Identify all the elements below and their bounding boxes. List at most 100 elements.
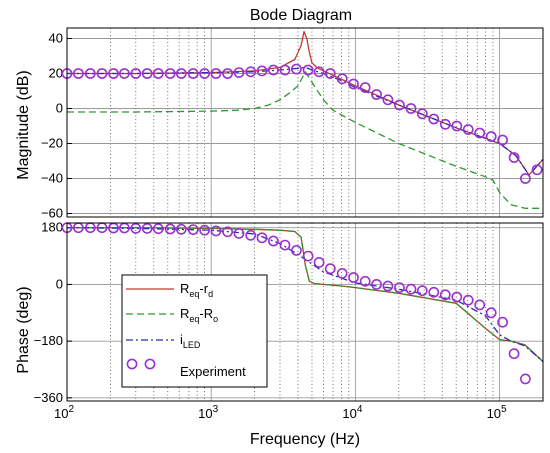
plot-area xyxy=(67,28,543,217)
experiment-point xyxy=(199,68,210,79)
chart-title: Bode Diagram xyxy=(250,7,352,24)
experiment-point xyxy=(130,222,142,234)
experiment-point xyxy=(290,63,302,75)
y-tick-label: −360 xyxy=(34,390,63,405)
experiment-point xyxy=(336,267,348,279)
experiment-point xyxy=(531,164,543,176)
experiment-point xyxy=(152,68,164,79)
x-tick-label: 105 xyxy=(487,404,507,421)
experiment-point xyxy=(187,224,199,235)
experiment-point xyxy=(405,103,417,114)
experiment-point xyxy=(175,68,187,79)
experiment-point xyxy=(359,82,371,93)
experiment-point xyxy=(497,316,508,328)
experiment-point xyxy=(302,64,314,76)
experiment-point xyxy=(451,291,463,303)
y-tick-label: −60 xyxy=(41,206,63,221)
experiment-point xyxy=(474,299,486,311)
experiment-point xyxy=(267,64,279,76)
y-tick-label: 20 xyxy=(49,66,63,81)
experiment-point xyxy=(348,272,359,283)
y-tick-label: 0 xyxy=(56,101,63,116)
plot-frame xyxy=(66,27,544,218)
y-tick-label: −180 xyxy=(34,333,63,348)
experiment-point xyxy=(245,229,257,241)
x-tick-label: 102 xyxy=(54,404,74,421)
experiment-point xyxy=(187,68,199,79)
y-tick-label: −20 xyxy=(41,136,63,151)
experiment-point xyxy=(462,124,474,135)
experiment-point xyxy=(130,68,142,79)
experiment-point xyxy=(497,134,508,146)
legend-label-red: Req-rd xyxy=(180,281,213,299)
experiment-point xyxy=(348,78,359,90)
experiment-point xyxy=(279,239,291,251)
series-line-green xyxy=(67,71,543,209)
experiment-point xyxy=(222,226,233,238)
experiment-point xyxy=(141,222,153,234)
experiment-point xyxy=(152,223,164,235)
experiment-point xyxy=(382,94,394,106)
legend-box xyxy=(121,274,268,388)
experiment-point xyxy=(520,373,531,385)
experiment-point xyxy=(508,348,520,360)
experiment-point xyxy=(302,250,314,262)
experiment-point xyxy=(164,68,176,79)
experiment-point xyxy=(405,283,417,295)
experiment-point xyxy=(233,227,245,239)
experiment-point xyxy=(371,278,382,290)
experiment-point xyxy=(451,120,463,132)
experiment-point xyxy=(439,118,451,130)
x-tick-label: 104 xyxy=(342,404,362,421)
experiment-point xyxy=(428,286,440,298)
experiment-point xyxy=(313,66,325,78)
legend-marker-experiment xyxy=(126,358,138,370)
y-tick-label: 0 xyxy=(56,276,63,291)
x-tick-label: 103 xyxy=(198,404,218,421)
legend-label-green: Req-Ro xyxy=(180,306,218,324)
experiment-point xyxy=(485,307,497,319)
experiment-point xyxy=(474,127,486,139)
magnitude-axis-label: Magnitude (dB) xyxy=(15,70,32,179)
experiment-point xyxy=(84,68,96,79)
experiment-point xyxy=(222,68,233,79)
plot-frame xyxy=(66,222,544,402)
experiment-point xyxy=(119,68,130,79)
experiment-point xyxy=(199,224,210,236)
experiment-point xyxy=(336,73,348,85)
experiment-point xyxy=(290,244,302,256)
experiment-point xyxy=(485,131,497,142)
experiment-point xyxy=(393,282,405,293)
experiment-point xyxy=(96,68,108,79)
legend: Req-rd Req-Ro iLED Experiment xyxy=(121,274,268,388)
experiment-point xyxy=(462,294,474,306)
series-line-green xyxy=(67,227,544,363)
experiment-point xyxy=(267,235,279,247)
experiment-point xyxy=(393,99,405,111)
experiment-point xyxy=(141,68,153,79)
y-tick-label: −40 xyxy=(41,171,63,186)
legend-marker-experiment xyxy=(144,358,156,370)
experiment-point xyxy=(416,285,428,297)
phase-axis-label: Phase (deg) xyxy=(15,286,32,373)
experiment-point xyxy=(245,66,257,78)
experiment-point xyxy=(313,256,325,268)
phase-panel: 180 0 −180 −360 xyxy=(34,220,544,405)
experiment-point xyxy=(359,275,371,287)
legend-label-purple: Experiment xyxy=(180,364,246,379)
y-tick-label: 40 xyxy=(49,31,63,46)
experiment-point xyxy=(73,68,84,79)
experiment-point xyxy=(210,68,222,79)
y-tick-label: 180 xyxy=(41,220,63,235)
experiment-point xyxy=(210,225,222,237)
experiment-point xyxy=(439,289,451,301)
experiment-point xyxy=(233,67,245,78)
experiment-point xyxy=(279,64,291,76)
x-tick-labels: 102 103 104 105 xyxy=(54,404,507,421)
experiment-point xyxy=(175,223,187,235)
experiment-point xyxy=(256,232,268,244)
experiment-point xyxy=(108,68,119,79)
legend-label-blue: iLED xyxy=(180,332,201,350)
experiment-point xyxy=(520,173,531,184)
experiment-point xyxy=(382,280,394,292)
